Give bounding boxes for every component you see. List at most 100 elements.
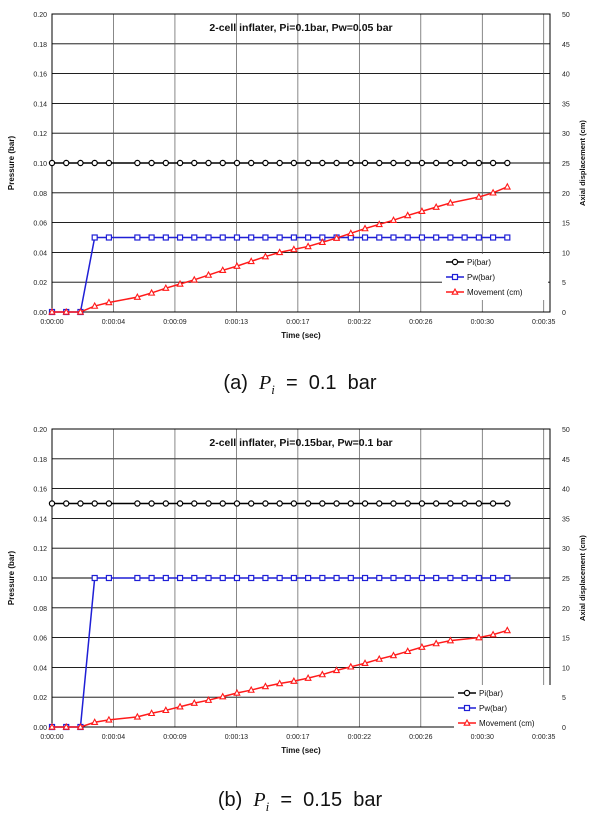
data-point <box>162 706 170 714</box>
y-tick-label: 0.08 <box>33 606 47 613</box>
data-point <box>205 234 212 241</box>
data-point <box>433 574 440 582</box>
data-point <box>475 192 483 200</box>
data-point <box>347 574 354 582</box>
data-point <box>418 159 426 167</box>
caption-a-symbol: P <box>258 372 272 394</box>
data-point <box>275 248 284 256</box>
y-tick-label: 0.06 <box>33 221 47 228</box>
data-point <box>461 500 468 507</box>
data-point <box>290 234 297 241</box>
data-point <box>418 642 426 650</box>
data-point <box>247 685 255 693</box>
data-point <box>90 718 99 725</box>
data-point <box>347 159 354 167</box>
data-point <box>376 234 383 241</box>
x-axis-label: Time (sec) <box>281 331 321 340</box>
data-point <box>191 234 198 241</box>
data-point <box>191 574 198 582</box>
y-tick-label: 0.12 <box>33 131 47 138</box>
y-tick-label: 0.00 <box>33 725 47 732</box>
data-point <box>475 633 483 641</box>
data-point <box>361 224 369 232</box>
legend-swatch-marker <box>463 718 471 726</box>
data-point <box>162 500 170 507</box>
legend-label: Movement (cm) <box>479 719 535 728</box>
series-line <box>52 577 508 728</box>
data-point <box>375 654 383 662</box>
y2-axis-label: Axial displacement (cm) <box>578 120 587 206</box>
data-point <box>91 234 98 241</box>
data-point <box>247 257 255 265</box>
data-point <box>432 159 440 167</box>
data-point <box>276 159 283 167</box>
data-point <box>233 574 241 582</box>
x-tick-label: 0:00:22 <box>348 734 371 741</box>
x-tick-label: 0:00:09 <box>163 319 186 326</box>
x-tick-label: 0:00:22 <box>348 319 371 326</box>
caption-b-symbol: P <box>253 789 266 811</box>
data-point <box>375 220 383 228</box>
data-point <box>404 159 411 167</box>
x-tick-label: 0:00:26 <box>409 319 432 326</box>
data-point <box>219 692 227 700</box>
data-point <box>390 159 397 167</box>
data-point <box>304 500 312 507</box>
y2-tick-label: 0 <box>562 310 566 317</box>
y-tick-label: 0.16 <box>33 72 47 79</box>
data-point <box>332 233 341 241</box>
data-point <box>504 159 511 167</box>
data-point <box>90 301 99 309</box>
y2-tick-label: 25 <box>562 576 570 583</box>
data-point <box>105 298 113 306</box>
data-point <box>176 500 184 507</box>
data-point <box>134 159 141 167</box>
data-point <box>134 574 141 582</box>
y2-tick-label: 40 <box>562 72 570 79</box>
data-point <box>475 500 483 507</box>
y2-tick-label: 35 <box>562 516 570 523</box>
data-point <box>461 234 468 241</box>
data-point <box>105 234 113 241</box>
data-point <box>433 234 440 241</box>
data-point <box>262 500 269 507</box>
data-point <box>361 159 369 167</box>
x-tick-label: 0:00:30 <box>471 734 494 741</box>
data-point <box>333 574 340 582</box>
data-point <box>134 234 141 241</box>
data-point <box>504 500 511 507</box>
data-point <box>446 198 455 206</box>
x-tick-label: 0:00:04 <box>102 734 125 741</box>
data-point <box>233 688 241 696</box>
y-tick-label: 0.04 <box>33 250 47 257</box>
data-point <box>233 261 241 269</box>
data-point <box>318 238 327 246</box>
data-point <box>261 682 270 690</box>
data-point <box>475 574 482 582</box>
data-point <box>432 639 440 647</box>
x-tick-label: 0:00:13 <box>225 319 248 326</box>
data-point <box>475 159 483 167</box>
y2-tick-label: 20 <box>562 606 570 613</box>
y-tick-label: 0.10 <box>33 576 47 583</box>
data-point <box>361 574 369 582</box>
data-point <box>233 234 241 241</box>
legend-label: Pi(bar) <box>479 689 503 698</box>
data-point <box>205 500 212 507</box>
data-point <box>418 207 426 215</box>
data-point <box>447 234 454 241</box>
data-point <box>248 234 255 241</box>
data-point <box>347 229 355 237</box>
legend-label: Pw(bar) <box>479 704 507 713</box>
data-point <box>219 574 226 582</box>
data-point <box>475 234 482 241</box>
data-point <box>262 159 269 167</box>
data-point <box>261 252 270 260</box>
y-tick-label: 0.20 <box>33 12 47 19</box>
data-point <box>105 500 113 507</box>
data-point <box>333 500 340 507</box>
y2-tick-label: 15 <box>562 221 570 228</box>
data-point <box>276 574 283 582</box>
data-point <box>489 574 497 582</box>
legend-swatch-marker <box>463 689 471 697</box>
